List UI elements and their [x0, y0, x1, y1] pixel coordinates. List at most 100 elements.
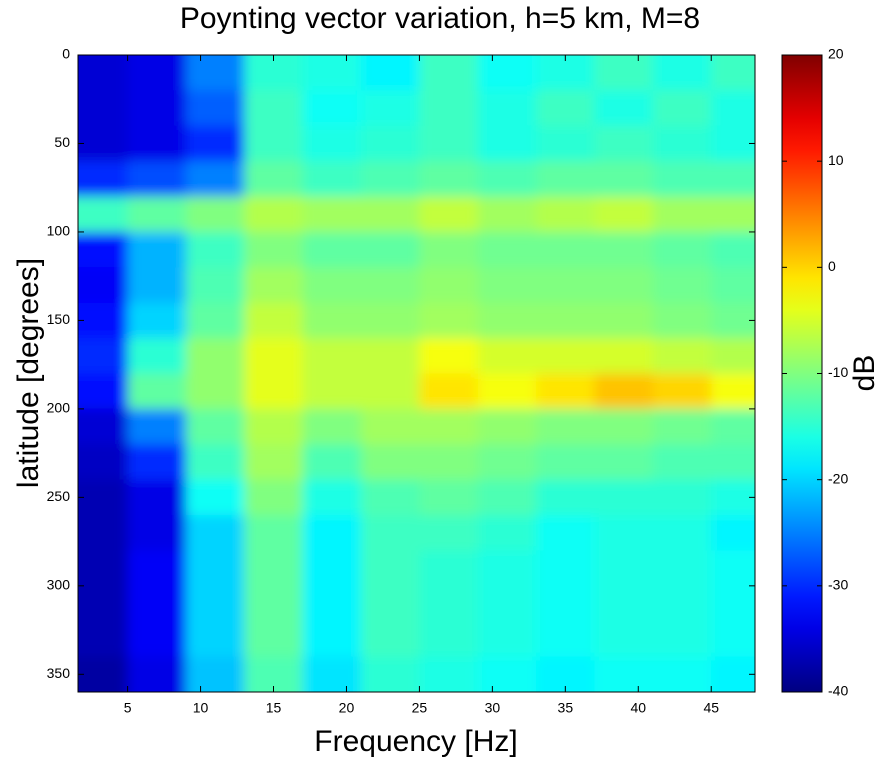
- heatmap-cell: [711, 55, 755, 91]
- heatmap-cell: [419, 161, 479, 198]
- heatmap-cell: [419, 550, 479, 587]
- heatmap-cell: [477, 408, 537, 445]
- heatmap-cell: [361, 231, 420, 268]
- heatmap-cell: [185, 585, 245, 622]
- heatmap-cell: [127, 515, 187, 551]
- heatmap-cell: [78, 585, 129, 622]
- heatmap-cell: [419, 479, 479, 516]
- heatmap-cell: [652, 302, 712, 339]
- heatmap-cell: [78, 621, 129, 658]
- heatmap-cell: [652, 550, 712, 587]
- heatmap-cell: [536, 585, 596, 622]
- heatmap-cell: [652, 125, 712, 162]
- heatmap-cell: [477, 196, 537, 233]
- heatmap-cell: [536, 338, 596, 374]
- heatmap-cell: [127, 621, 187, 658]
- x-tick-label: 20: [339, 700, 355, 716]
- heatmap-cell: [302, 550, 362, 587]
- heatmap-cell: [477, 125, 537, 162]
- heatmap-cell: [419, 90, 479, 127]
- heatmap-cell: [594, 515, 654, 551]
- heatmap-cell: [652, 373, 712, 410]
- heatmap-cell: [244, 373, 304, 410]
- heatmap-cell: [244, 444, 304, 481]
- heatmap-cell: [419, 231, 479, 268]
- x-tick-label: 30: [485, 700, 501, 716]
- x-tick-label: 15: [266, 700, 282, 716]
- y-tick-label: 150: [47, 311, 71, 327]
- heatmap-cell: [361, 302, 420, 339]
- heatmap-cell: [78, 479, 129, 516]
- y-axis-label: latitude [degrees]: [12, 258, 45, 488]
- heatmap-cell: [536, 302, 596, 339]
- heatmap-cell: [652, 231, 712, 268]
- heatmap-cell: [419, 373, 479, 410]
- heatmap-cell: [594, 585, 654, 622]
- heatmap-cell: [711, 267, 755, 304]
- heatmap-cell: [652, 621, 712, 658]
- heatmap-cell: [244, 550, 304, 587]
- heatmap-cell: [185, 231, 245, 268]
- heatmap-cell: [477, 55, 537, 91]
- heatmap-cell: [477, 656, 537, 692]
- heatmap-cell: [536, 444, 596, 481]
- heatmap-cell: [244, 231, 304, 268]
- heatmap-cell: [652, 479, 712, 516]
- heatmap-cell: [594, 125, 654, 162]
- heatmap-cell: [419, 656, 479, 692]
- heatmap-cell: [477, 231, 537, 268]
- heatmap-cell: [536, 550, 596, 587]
- heatmap-cell: [361, 373, 420, 410]
- heatmap-cell: [711, 515, 755, 551]
- heatmap-cell: [652, 90, 712, 127]
- heatmap-cell: [711, 231, 755, 268]
- colorbar-tick-label: 20: [828, 46, 844, 62]
- heatmap-cell: [185, 656, 245, 692]
- heatmap-cell: [127, 479, 187, 516]
- heatmap-cell: [302, 479, 362, 516]
- heatmap-cell: [244, 125, 304, 162]
- heatmap-cell: [652, 408, 712, 445]
- heatmap-cell: [244, 515, 304, 551]
- heatmap-cell: [361, 55, 420, 91]
- heatmap-cell: [78, 338, 129, 374]
- heatmap-cell: [477, 479, 537, 516]
- heatmap-cell: [244, 585, 304, 622]
- heatmap-cell: [127, 267, 187, 304]
- heatmap-cell: [361, 656, 420, 692]
- heatmap-cell: [361, 196, 420, 233]
- heatmap-cell: [127, 373, 187, 410]
- x-tick-label: 45: [703, 700, 719, 716]
- heatmap-cell: [127, 231, 187, 268]
- heatmap-cell: [185, 338, 245, 374]
- heatmap-cell: [302, 55, 362, 91]
- heatmap-cell: [361, 585, 420, 622]
- heatmap-cell: [477, 373, 537, 410]
- heatmap-cell: [711, 161, 755, 198]
- heatmap-cell: [477, 338, 537, 374]
- heatmap-cell: [652, 55, 712, 91]
- heatmap-cell: [477, 302, 537, 339]
- heatmap-cell: [419, 55, 479, 91]
- heatmap-cell: [185, 55, 245, 91]
- heatmap-cell: [127, 408, 187, 445]
- heatmap-cell: [419, 196, 479, 233]
- heatmap-cell: [419, 338, 479, 374]
- heatmap-cell: [536, 196, 596, 233]
- heatmap-cell: [302, 408, 362, 445]
- heatmap-cell: [652, 161, 712, 198]
- heatmap-cell: [536, 231, 596, 268]
- heatmap-cell: [419, 408, 479, 445]
- heatmap-cell: [302, 656, 362, 692]
- heatmap-cell: [302, 231, 362, 268]
- heatmap-cell: [185, 161, 245, 198]
- heatmap-cell: [302, 161, 362, 198]
- heatmap-cell: [127, 585, 187, 622]
- heatmap-cell: [711, 373, 755, 410]
- heatmap-cell: [361, 408, 420, 445]
- heatmap-cell: [594, 90, 654, 127]
- chart-title: Poynting vector variation, h=5 km, M=8: [180, 2, 700, 35]
- heatmap-cell: [419, 444, 479, 481]
- y-tick-label: 350: [47, 665, 71, 681]
- heatmap-cell: [419, 267, 479, 304]
